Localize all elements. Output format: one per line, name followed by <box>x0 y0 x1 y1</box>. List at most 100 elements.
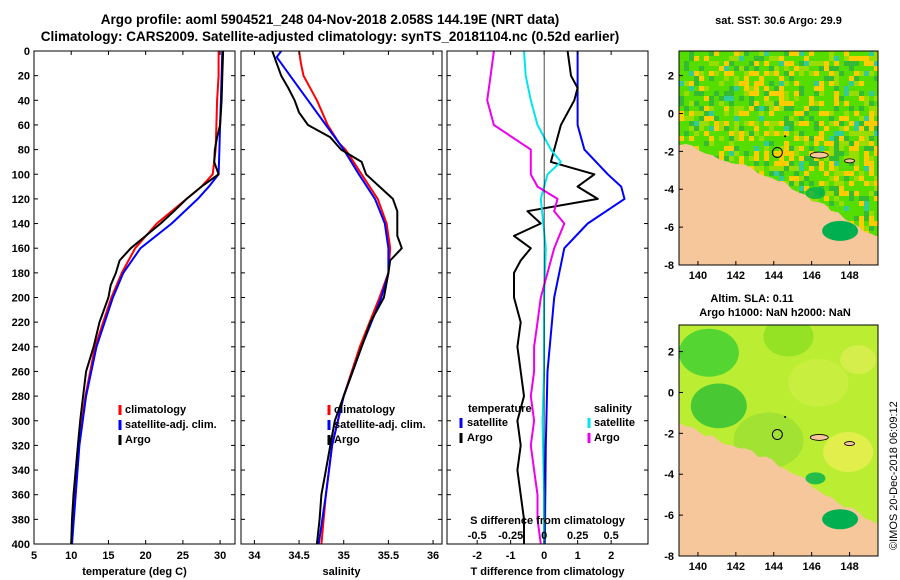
sst_map-sst-cell <box>784 126 789 131</box>
sst_map-sst-cell <box>834 146 839 151</box>
sst_map-sst-cell <box>719 96 724 101</box>
sst_map-sst-cell <box>809 181 814 186</box>
sst_map-sst-cell <box>739 81 744 86</box>
sst_map-sst-cell <box>774 101 779 106</box>
sst_map-sst-cell <box>754 66 759 71</box>
sst_map-sst-cell <box>849 196 854 201</box>
salinity-xtick-label: 34.5 <box>288 550 309 562</box>
sst_map-sst-cell <box>864 96 869 101</box>
sst_map-sst-cell <box>804 111 809 116</box>
sst_map-sst-cell <box>794 96 799 101</box>
sst_map-sst-cell <box>869 126 874 131</box>
depth-tick-label: 240 <box>12 342 30 354</box>
sst_map-sst-cell <box>869 146 874 151</box>
sst_map-sst-cell <box>794 81 799 86</box>
sst_map-sst-cell <box>799 136 804 141</box>
temperature-xtick-label: 25 <box>177 550 189 562</box>
sst_map-sst-cell <box>694 121 699 126</box>
sst_map-sst-cell <box>834 76 839 81</box>
sla_map-ytick-label: -4 <box>664 469 675 481</box>
sst_map-sst-cell <box>819 146 824 151</box>
sst_map-sst-cell <box>874 146 878 151</box>
sst_map-sst-cell <box>734 126 739 131</box>
sst_map-sst-cell <box>839 131 844 136</box>
sst_map-sst-cell <box>749 106 754 111</box>
sst_map-sst-cell <box>749 101 754 106</box>
sst_map-sst-cell <box>789 101 794 106</box>
sst_map-sst-cell <box>689 116 694 121</box>
sst_map-sst-cell <box>814 121 819 126</box>
sst_map-sst-cell <box>859 96 864 101</box>
sst_map-sst-cell <box>769 106 774 111</box>
sst_map-sst-cell <box>759 106 764 111</box>
sst_map-sst-cell <box>699 86 704 91</box>
sst_map-sst-cell <box>789 181 794 186</box>
sst_map-sst-cell <box>749 61 754 66</box>
depth-tick-label: 200 <box>12 293 30 305</box>
sst_map-sst-cell <box>859 201 864 206</box>
sst_map-sst-cell <box>864 161 869 166</box>
sst_map-sst-cell <box>859 121 864 126</box>
sst_map-sst-cell <box>779 96 784 101</box>
sst_map-sst-cell <box>829 121 834 126</box>
sst_map-sst-cell <box>759 166 764 171</box>
sla_map-sla-blob <box>690 383 747 429</box>
salinity-series-climatology <box>298 51 392 544</box>
sst_map-sst-cell <box>684 61 689 66</box>
sst_map-sst-cell <box>789 71 794 76</box>
sst_map-sst-cell <box>799 166 804 171</box>
sst_map-sst-cell <box>874 221 878 226</box>
sst_map-sst-cell <box>799 146 804 151</box>
sst_map-sst-cell <box>714 91 719 96</box>
depth-tick-label: 60 <box>18 120 30 132</box>
sst_map-sst-cell <box>779 121 784 126</box>
sst_map-sst-cell <box>834 106 839 111</box>
sst_map-sst-cell <box>794 181 799 186</box>
sst_map-sst-cell <box>759 56 764 61</box>
sst_map-sst-cell <box>804 106 809 111</box>
sst_map-sst-cell <box>769 56 774 61</box>
sst_map-sst-cell <box>859 116 864 121</box>
sst_map-sst-cell <box>729 156 734 161</box>
sst_map-sst-cell <box>689 71 694 76</box>
differences-s-tick-label: 0.25 <box>567 530 588 542</box>
sst_map-sst-cell <box>769 91 774 96</box>
sst_map-sst-cell <box>869 221 874 226</box>
sst_map-sst-cell <box>854 91 859 96</box>
sst_map-sst-cell <box>864 196 869 201</box>
sla_map-coastal-water <box>822 509 859 530</box>
sst_map-sst-cell <box>824 66 829 71</box>
salinity-series-argo <box>271 51 403 544</box>
sst_map-sst-cell <box>784 121 789 126</box>
sst_map-sst-cell <box>734 86 739 91</box>
sst_map-sst-cell <box>844 171 849 176</box>
sst_map-sst-cell <box>739 56 744 61</box>
sst_map-sst-cell <box>764 106 769 111</box>
sst_map-sst-cell <box>834 141 839 146</box>
sst_map-sst-cell <box>794 66 799 71</box>
sst_map-sst-cell <box>839 146 844 151</box>
sst_map-sst-cell <box>784 161 789 166</box>
sst_map-sst-cell <box>864 181 869 186</box>
sst_map-sst-cell <box>734 116 739 121</box>
sst_map-sst-cell <box>854 61 859 66</box>
sst_map-sst-cell <box>804 56 809 61</box>
sst_map-sst-cell <box>864 211 869 216</box>
sst_map-sst-cell <box>869 91 874 96</box>
sst_map-sst-cell <box>849 106 854 111</box>
sst_map-sst-cell <box>834 131 839 136</box>
sst_map-sst-cell <box>754 161 759 166</box>
sst_map-sst-cell <box>754 106 759 111</box>
sst_map-sst-cell <box>699 126 704 131</box>
sst_map-sst-cell <box>744 86 749 91</box>
differences-xtick-label: 1 <box>575 550 581 562</box>
sst_map-sst-cell <box>789 121 794 126</box>
sst_map-sst-cell <box>854 71 859 76</box>
sst_map-sst-cell <box>689 101 694 106</box>
sst_map-sst-cell <box>844 51 849 56</box>
sst_map-xtick-label: 144 <box>765 270 784 282</box>
differences-series-s-satellite <box>523 51 562 544</box>
sst_map-sst-cell <box>789 166 794 171</box>
sst_map-sst-cell <box>694 146 699 151</box>
sla_map-ytick-label: 2 <box>668 347 674 359</box>
